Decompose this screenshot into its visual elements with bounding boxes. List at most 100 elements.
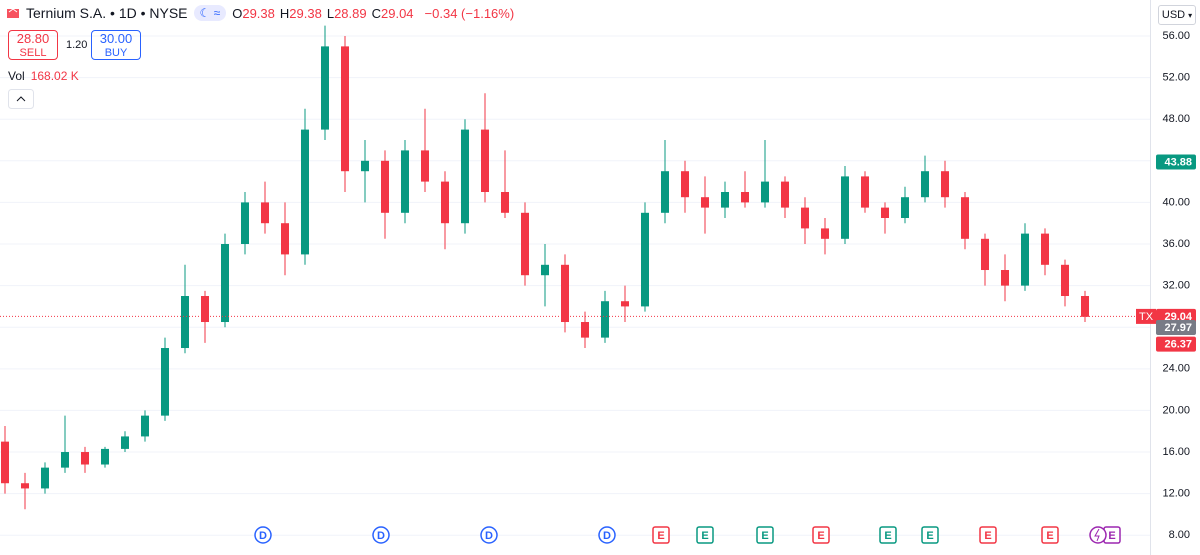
candle-body [61,452,69,468]
candle-body [181,296,189,349]
buy-label: BUY [104,47,128,59]
candle-body [581,322,589,338]
volume-label: Vol [8,69,25,83]
candle-body [961,197,969,239]
sell-label: SELL [19,47,47,59]
candle-body [1081,296,1089,317]
split-icon [1094,528,1100,542]
candle-body [141,415,149,437]
candle-body [1061,264,1069,297]
candle-body [781,181,789,208]
event-label: E [926,530,933,542]
y-tick-label: 40.00 [1162,196,1190,208]
price-badge [1156,320,1196,336]
candle-body [341,46,349,172]
price-badge-label: 43.88 [1164,156,1192,168]
candle-body [861,176,869,208]
y-tick-label: 52.00 [1162,71,1190,83]
y-tick-label: 24.00 [1162,363,1190,375]
dividend-marker [598,526,616,544]
event-label: E [984,530,991,542]
candle-body [741,192,749,203]
y-tick-label: 48.00 [1162,113,1190,125]
y-tick-label: 16.00 [1162,446,1190,458]
candle-body [661,171,669,213]
earnings-marker [652,526,670,544]
status-pill[interactable]: ☾ ≈ [193,5,227,21]
split-marker [1089,526,1107,544]
ohlc-label: O [232,5,243,21]
candle-body [101,448,109,465]
event-label: E [1046,530,1053,542]
event-label: D [259,530,267,542]
ohlc-value: 29.38 [242,5,275,21]
y-tick-label: 56.00 [1162,30,1190,42]
candle-body [321,46,329,130]
candle-body [1021,233,1029,286]
candle-body [601,301,609,338]
candle-body [981,238,989,271]
dividend-marker [254,526,272,544]
candle-body [521,212,529,276]
currency: USD [1161,9,1186,21]
sell-button[interactable]: 28.80 SELL [8,30,58,60]
logo [7,8,19,18]
event-label: E [817,530,824,542]
candle-body [841,176,849,239]
candle-body [721,192,729,208]
candle-body [641,212,649,307]
y-tick-label: 20.00 [1162,404,1190,416]
buy-button[interactable]: 30.00 BUY [91,30,141,60]
candle-body [561,264,569,323]
candle-body [761,181,769,203]
candle-body [241,202,249,245]
y-tick-label: 36.00 [1162,238,1190,250]
candle-body [461,129,469,224]
symbol-badge [1136,308,1156,324]
ohlc: O29.38 H29.38 L28.89 C29.04 [232,6,418,21]
price-badge-label: 29.04 [1164,311,1192,323]
ohlc-label: H [279,5,290,21]
candle-body [1041,233,1049,265]
candle-body [221,244,229,323]
earnings-marker [879,526,897,544]
candle-body [301,129,309,255]
candle-body [1001,270,1009,286]
candle-body [381,160,389,213]
earnings-marker [921,526,939,544]
candle-body [681,171,689,198]
y-tick-label: 8.00 [1169,529,1190,541]
event-label: E [1108,530,1115,542]
candle-body [81,452,89,465]
currency-menu[interactable]: USD ▾ [1158,5,1196,25]
candle-body [441,181,449,224]
ohlc-label: C [371,5,381,21]
price-badge-label: 26.37 [1164,339,1192,351]
earnings-marker [979,526,997,544]
event-label: D [377,530,385,542]
dividend-marker [480,526,498,544]
y-tick-label: 32.00 [1162,280,1190,292]
candle-body [921,171,929,198]
collapse-button[interactable] [8,89,34,109]
candle-body [161,348,169,416]
event-label: D [603,530,611,542]
candle-body [201,296,209,323]
ohlc-label: L [326,5,335,21]
symbol-title[interactable]: Ternium S.A. • 1D • NYSE [26,5,188,21]
event-label: E [657,530,664,542]
price-badge [1156,336,1196,352]
price-badge [1156,154,1196,170]
candle-body [41,467,49,489]
candle-body [281,223,289,255]
candle-body [121,436,129,449]
candle-body [501,192,509,213]
volume-value: 168.02 K [30,69,79,83]
candle-body [1,441,9,484]
event-label: E [761,530,768,542]
candle-body [541,264,549,276]
y-tick-label: 12.00 [1162,488,1190,500]
candle-body [261,202,269,224]
